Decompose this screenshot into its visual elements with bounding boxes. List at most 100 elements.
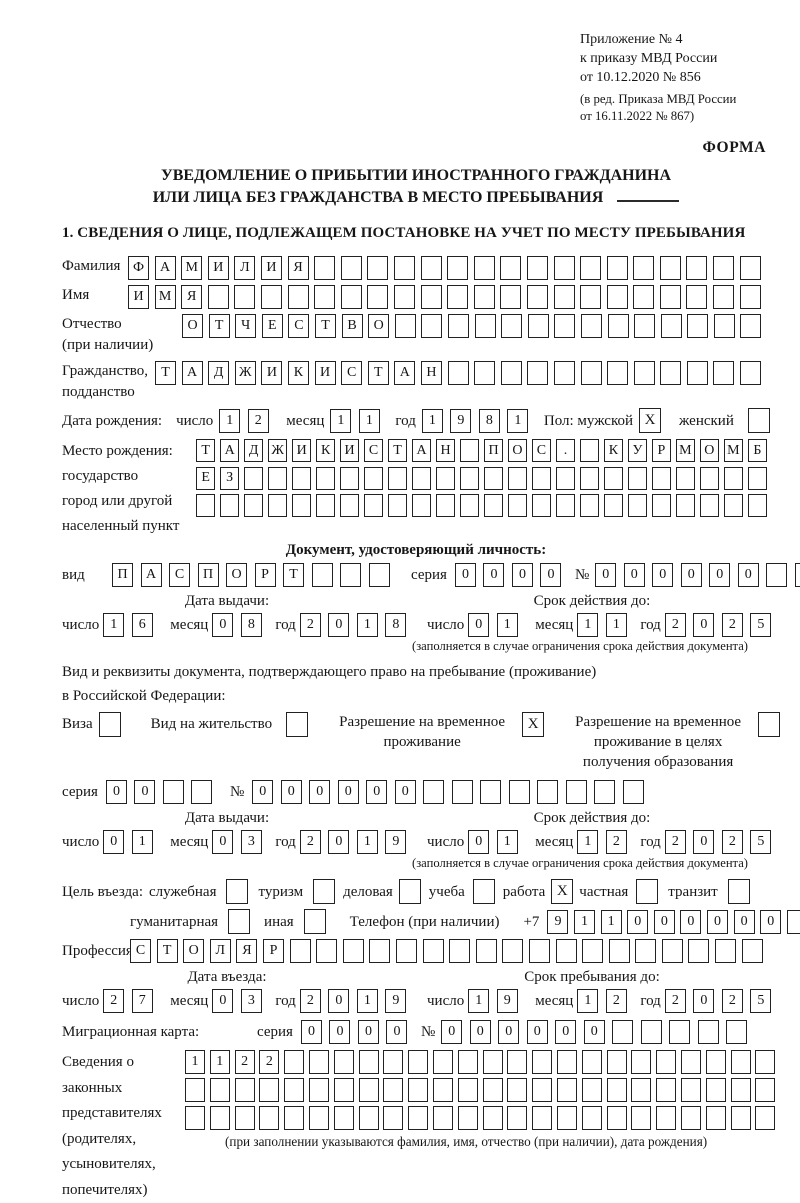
form-cell[interactable] xyxy=(387,494,408,517)
form-cell[interactable] xyxy=(308,1050,329,1074)
form-cell[interactable]: С xyxy=(363,439,384,462)
form-cell[interactable] xyxy=(507,1078,528,1102)
purpose-tourism-checkbox[interactable] xyxy=(313,879,336,904)
form-cell[interactable]: 1 xyxy=(131,830,153,854)
form-cell[interactable] xyxy=(755,1050,776,1074)
form-cell[interactable]: Т xyxy=(387,439,408,462)
form-cell[interactable] xyxy=(432,1050,453,1074)
form-cell[interactable] xyxy=(315,466,336,490)
form-cell[interactable] xyxy=(631,1106,652,1130)
form-cell[interactable] xyxy=(553,256,575,280)
form-cell[interactable] xyxy=(411,466,432,490)
form-cell[interactable] xyxy=(627,466,648,490)
form-cell[interactable] xyxy=(507,466,528,490)
form-cell[interactable] xyxy=(447,361,469,385)
form-cell[interactable]: 0 xyxy=(212,613,234,637)
form-cell[interactable]: 1 xyxy=(496,613,518,637)
form-cell[interactable]: 1 xyxy=(356,613,378,637)
form-cell[interactable] xyxy=(755,1106,776,1130)
purpose-transit-checkbox[interactable] xyxy=(727,879,750,904)
form-cell[interactable] xyxy=(314,256,336,280)
form-cell[interactable]: М xyxy=(675,439,696,462)
form-cell[interactable]: А xyxy=(394,361,416,385)
form-cell[interactable] xyxy=(482,1050,503,1074)
form-cell[interactable]: 9 xyxy=(385,989,407,1013)
form-cell[interactable] xyxy=(209,1078,230,1102)
form-cell[interactable] xyxy=(786,909,800,934)
form-cell[interactable] xyxy=(740,361,762,385)
form-cell[interactable] xyxy=(394,314,416,338)
form-cell[interactable] xyxy=(475,939,497,963)
form-cell[interactable] xyxy=(713,256,735,280)
form-cell[interactable] xyxy=(507,1050,528,1074)
form-cell[interactable]: 0 xyxy=(469,1020,491,1044)
form-cell[interactable] xyxy=(393,256,415,280)
form-cell[interactable] xyxy=(311,563,333,587)
form-cell[interactable]: О xyxy=(507,439,528,462)
form-cell[interactable]: 1 xyxy=(574,909,596,934)
form-cell[interactable] xyxy=(423,780,445,804)
form-cell[interactable] xyxy=(715,939,737,963)
form-cell[interactable]: . xyxy=(555,439,576,462)
form-cell[interactable]: 5 xyxy=(750,613,772,637)
form-cell[interactable]: 2 xyxy=(664,989,686,1013)
form-cell[interactable]: А xyxy=(181,361,203,385)
form-cell[interactable] xyxy=(267,494,288,517)
form-cell[interactable] xyxy=(581,1106,602,1130)
form-cell[interactable] xyxy=(473,285,495,309)
form-cell[interactable]: 0 xyxy=(328,613,350,637)
form-cell[interactable]: 0 xyxy=(680,563,702,587)
form-cell[interactable]: А xyxy=(219,439,240,462)
form-cell[interactable]: 0 xyxy=(103,830,125,854)
form-cell[interactable] xyxy=(730,1078,751,1102)
form-cell[interactable]: 0 xyxy=(212,830,234,854)
form-cell[interactable] xyxy=(449,939,471,963)
form-cell[interactable]: И xyxy=(261,361,283,385)
form-cell[interactable] xyxy=(755,1078,776,1102)
form-cell[interactable] xyxy=(705,1106,726,1130)
form-cell[interactable] xyxy=(333,1078,354,1102)
form-cell[interactable] xyxy=(196,494,216,517)
form-cell[interactable]: 1 xyxy=(356,989,378,1013)
form-cell[interactable] xyxy=(553,361,575,385)
form-cell[interactable]: 0 xyxy=(680,909,702,934)
form-cell[interactable] xyxy=(411,494,432,517)
form-cell[interactable] xyxy=(367,285,389,309)
purpose-official-checkbox[interactable] xyxy=(226,879,249,904)
form-cell[interactable] xyxy=(315,494,336,517)
form-cell[interactable] xyxy=(699,466,720,490)
form-cell[interactable] xyxy=(555,939,577,963)
form-cell[interactable]: С xyxy=(341,361,363,385)
form-cell[interactable] xyxy=(333,1106,354,1130)
form-cell[interactable]: 0 xyxy=(627,909,649,934)
form-cell[interactable] xyxy=(579,439,600,462)
form-cell[interactable] xyxy=(686,285,708,309)
form-cell[interactable] xyxy=(358,1050,379,1074)
form-cell[interactable] xyxy=(483,494,504,517)
form-cell[interactable]: 9 xyxy=(547,909,569,934)
form-cell[interactable]: Л xyxy=(209,939,231,963)
form-cell[interactable] xyxy=(447,285,469,309)
form-cell[interactable]: 0 xyxy=(134,780,156,804)
form-cell[interactable]: И xyxy=(207,256,229,280)
form-cell[interactable] xyxy=(579,466,600,490)
form-cell[interactable]: 0 xyxy=(623,563,645,587)
form-cell[interactable] xyxy=(432,1106,453,1130)
form-cell[interactable] xyxy=(631,1050,652,1074)
purpose-business-checkbox[interactable] xyxy=(398,879,421,904)
form-cell[interactable] xyxy=(633,361,655,385)
form-cell[interactable]: А xyxy=(140,563,162,587)
form-cell[interactable]: 2 xyxy=(259,1050,280,1074)
form-cell[interactable] xyxy=(527,314,549,338)
form-cell[interactable] xyxy=(500,285,522,309)
form-cell[interactable] xyxy=(339,466,360,490)
form-cell[interactable] xyxy=(447,256,469,280)
form-cell[interactable] xyxy=(243,494,264,517)
form-cell[interactable] xyxy=(482,1078,503,1102)
form-cell[interactable] xyxy=(532,1078,553,1102)
form-cell[interactable]: 1 xyxy=(577,830,599,854)
form-cell[interactable] xyxy=(556,1078,577,1102)
form-cell[interactable]: 0 xyxy=(653,909,675,934)
form-cell[interactable]: Ч xyxy=(235,314,257,338)
form-cell[interactable]: 1 xyxy=(330,408,352,433)
